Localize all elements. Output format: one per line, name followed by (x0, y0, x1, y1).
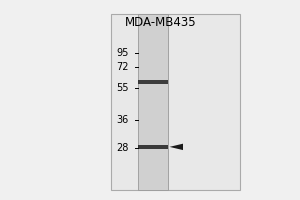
Bar (138, 14, 168, 190)
Text: 72: 72 (116, 62, 129, 72)
Bar (138, 145, 168, 149)
Text: 95: 95 (117, 48, 129, 58)
Text: 36: 36 (117, 115, 129, 125)
Polygon shape (169, 144, 183, 150)
Text: 55: 55 (116, 83, 129, 93)
Bar (111, 14, 240, 190)
Bar (138, 80, 168, 84)
Text: 28: 28 (117, 143, 129, 153)
Text: MDA-MB435: MDA-MB435 (125, 16, 196, 29)
